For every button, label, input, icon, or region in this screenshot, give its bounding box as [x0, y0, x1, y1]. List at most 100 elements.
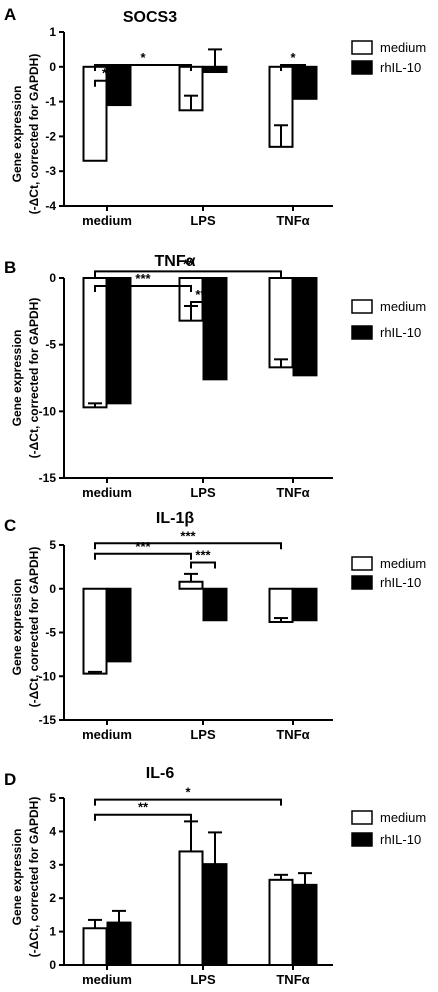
significance-label: ***: [180, 528, 196, 543]
panel-b-ylabel-line1: Gene expression: [10, 330, 24, 427]
bar: [106, 921, 132, 966]
bar: [268, 277, 294, 369]
significance-label: **: [183, 256, 194, 271]
y-tick-label: -5: [45, 338, 56, 352]
bar: [178, 850, 204, 966]
x-category-label: LPS: [190, 213, 216, 228]
significance-label: ***: [135, 271, 151, 286]
legend-b-medium-swatch: [351, 299, 373, 314]
y-tick-label: 2: [49, 891, 56, 905]
panel-b-legend: medium rhIL-10: [351, 299, 426, 340]
panel-c: C IL-1β Gene expression (-ΔCt, corrected…: [4, 510, 426, 742]
legend-a-medium-swatch: [351, 40, 373, 55]
bar: [82, 927, 108, 967]
y-tick-label: -10: [39, 669, 57, 683]
y-tick-label: 1: [49, 25, 56, 39]
panel-c-letter: C: [4, 516, 16, 535]
significance-bracket: [94, 79, 120, 87]
panel-d-ylabel-line2: (-ΔCt, corrected for GAPDH): [27, 797, 41, 958]
x-category-label: medium: [82, 727, 132, 742]
legend-a-medium-label: medium: [380, 40, 426, 55]
y-tick-label: -10: [39, 404, 57, 418]
significance-bracket: [280, 64, 306, 72]
panel-d-letter: D: [4, 770, 16, 789]
y-tick-label: -5: [45, 626, 56, 640]
legend-d-rhil10-swatch: [351, 832, 373, 847]
panel-c-ylabel-line2: (-ΔCt, corrected for GAPDH): [27, 547, 41, 708]
legend-d-medium-label: medium: [380, 810, 426, 825]
significance-bracket: [94, 552, 192, 560]
legend-a-rhil10-swatch: [351, 60, 373, 75]
panel-a-legend: medium rhIL-10: [351, 40, 426, 75]
significance-label: **: [102, 66, 113, 81]
y-tick-label: -1: [45, 95, 56, 109]
panel-d-legend: medium rhIL-10: [351, 810, 426, 847]
significance-label: *: [185, 785, 191, 800]
legend-d-medium-swatch: [351, 810, 373, 825]
x-category-label: TNFα: [276, 213, 309, 228]
panel-b-letter: B: [4, 258, 16, 277]
panel-a-letter: A: [4, 5, 16, 24]
x-category-label: TNFα: [276, 972, 309, 987]
bar: [106, 277, 132, 405]
y-tick-label: -15: [39, 471, 57, 485]
y-tick-label: 1: [49, 925, 56, 939]
bar: [292, 277, 318, 377]
panel-a: A SOCS3 Gene expression (-ΔCt, corrected…: [4, 5, 426, 228]
x-category-label: medium: [82, 213, 132, 228]
panel-b-title: TNFα: [155, 253, 196, 270]
bar: [202, 863, 228, 967]
panel-c-ylabel-line1: Gene expression: [10, 579, 24, 676]
y-tick-label: -3: [45, 164, 56, 178]
bar: [106, 587, 132, 663]
x-category-label: TNFα: [276, 485, 309, 500]
bar: [82, 277, 108, 409]
y-tick-label: 0: [49, 582, 56, 596]
y-tick-label: -4: [45, 199, 56, 213]
bar: [82, 587, 108, 675]
x-category-label: medium: [82, 972, 132, 987]
panel-c-legend: medium rhIL-10: [351, 556, 426, 590]
legend-b-rhil10-swatch: [351, 325, 373, 340]
significance-label: *: [140, 50, 146, 65]
legend-c-rhil10-label: rhIL-10: [380, 575, 421, 590]
legend-d-rhil10-label: rhIL-10: [380, 832, 421, 847]
legend-b-rhil10-label: rhIL-10: [380, 325, 421, 340]
panel-d-title: IL-6: [146, 765, 175, 782]
bar: [268, 878, 294, 967]
significance-bracket: [94, 813, 192, 821]
y-tick-label: 3: [49, 858, 56, 872]
y-tick-label: 4: [49, 824, 56, 838]
y-tick-label: 0: [49, 271, 56, 285]
x-category-label: TNFα: [276, 727, 309, 742]
y-tick-label: 0: [49, 60, 56, 74]
x-category-label: LPS: [190, 485, 216, 500]
y-tick-label: 5: [49, 538, 56, 552]
significance-bracket: [94, 542, 282, 550]
legend-c-medium-swatch: [351, 556, 373, 571]
significance-label: **: [138, 800, 149, 815]
significance-label: ***: [135, 539, 151, 554]
legend-b-medium-label: medium: [380, 299, 426, 314]
legend-c-medium-label: medium: [380, 556, 426, 571]
significance-bracket: [94, 798, 282, 806]
significance-label: *: [290, 50, 296, 65]
x-category-label: LPS: [190, 972, 216, 987]
y-tick-label: -15: [39, 713, 57, 727]
bar: [292, 883, 318, 967]
significance-bracket: [190, 561, 216, 569]
legend-c-rhil10-swatch: [351, 575, 373, 590]
bar: [178, 580, 204, 590]
panel-a-ylabel-line2: (-ΔCt, corrected for GAPDH): [27, 54, 41, 215]
significance-label: ***: [195, 287, 211, 302]
x-category-label: medium: [82, 485, 132, 500]
panel-b: B TNFα Gene expression (-ΔCt, corrected …: [4, 253, 426, 500]
significance-bracket: [94, 285, 192, 292]
panel-c-title: IL-1β: [156, 510, 194, 527]
panel-d-ylabel-line1: Gene expression: [10, 829, 24, 926]
panel-c-plot: 5 0 -5 -10 -15 medium LPS TNFα *** *** ***: [39, 528, 333, 742]
